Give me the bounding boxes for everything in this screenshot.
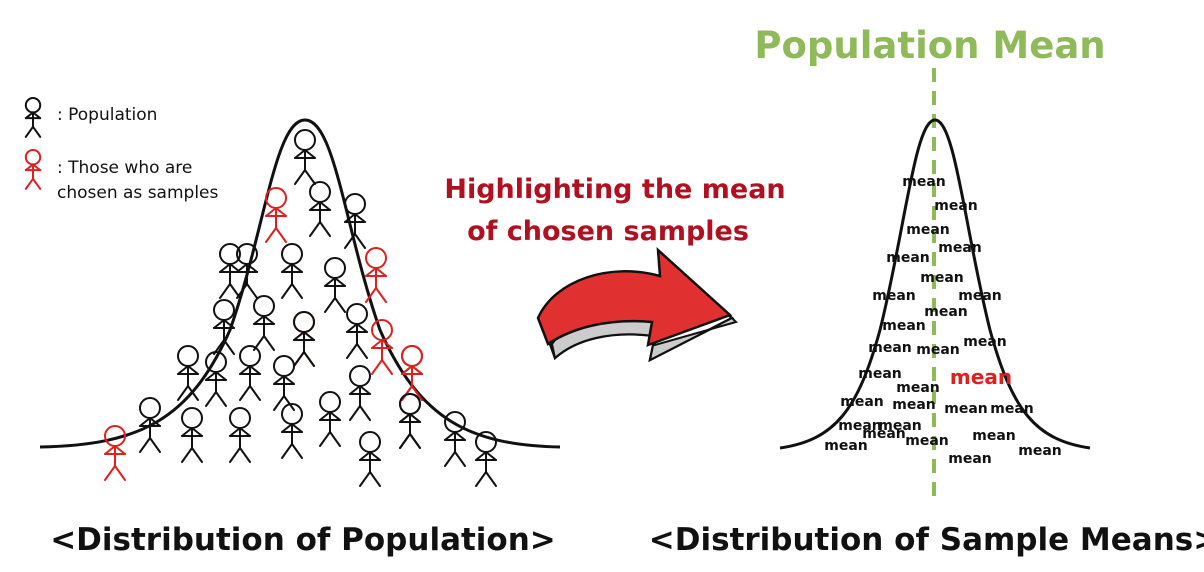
mean-label: mean <box>878 418 922 434</box>
legend-samples-label: chosen as samples <box>57 183 219 203</box>
population-mean-label: Population Mean <box>754 24 1105 67</box>
sample-means-distribution-curve <box>779 118 1091 450</box>
mean-label: mean <box>838 418 882 434</box>
mean-label: mean <box>924 304 968 320</box>
mean-label: mean <box>944 401 988 417</box>
population-person-icon <box>253 295 275 351</box>
population-person-icon <box>177 345 199 401</box>
population-person-icon <box>205 351 227 407</box>
population-person-icon <box>239 345 261 401</box>
mean-label: mean <box>882 318 926 334</box>
sample-person-icon <box>401 345 423 401</box>
population-person-icon <box>399 393 421 449</box>
mean-label: mean <box>905 433 949 449</box>
mean-label: mean <box>862 426 906 442</box>
mean-label: mean <box>858 366 902 382</box>
mean-label: mean <box>840 394 884 410</box>
population-person-icon <box>273 355 295 411</box>
left-caption: <Distribution of Population> <box>50 522 556 558</box>
population-person-icon <box>309 181 331 237</box>
population-person-icon <box>359 431 381 487</box>
population-person-icon <box>319 391 341 447</box>
sample-person-icon <box>265 187 287 243</box>
population-person-icon <box>475 431 497 487</box>
mean-label: mean <box>886 250 930 266</box>
curved-arrow-icon <box>536 246 738 363</box>
highlighted-mean-label: mean <box>950 365 1012 389</box>
population-person-icon <box>324 257 346 313</box>
sample-person-icon <box>365 247 387 303</box>
population-person-icon <box>346 303 368 359</box>
mean-label: mean <box>868 340 912 356</box>
population-person-icon <box>293 311 315 367</box>
right-caption: <Distribution of Sample Means> <box>649 522 1204 558</box>
population-person-icon <box>219 243 241 299</box>
population-person-icon <box>281 243 303 299</box>
mean-label: mean <box>902 174 946 190</box>
arrow-caption: of chosen samples <box>467 216 749 247</box>
mean-label: mean <box>872 288 916 304</box>
population-person-icon <box>181 407 203 463</box>
sample-person-icon <box>371 319 393 375</box>
population-person-icon <box>294 129 316 185</box>
mean-label: mean <box>972 428 1016 444</box>
population-distribution-curve <box>39 118 561 449</box>
population-person-icon <box>281 403 303 459</box>
mean-label: mean <box>963 334 1007 350</box>
mean-label: mean <box>916 342 960 358</box>
population-people <box>104 129 497 487</box>
population-person-icon <box>349 365 371 421</box>
mean-label: mean <box>896 380 940 396</box>
legend-samples-label: : Those who are <box>57 158 192 178</box>
mean-label: mean <box>920 270 964 286</box>
population-person-icon <box>344 193 366 249</box>
population-person-icon <box>24 97 42 138</box>
mean-label: mean <box>948 451 992 467</box>
mean-label: mean <box>934 198 978 214</box>
population-person-icon <box>444 411 466 467</box>
population-person-icon <box>229 407 251 463</box>
mean-label: mean <box>1018 443 1062 459</box>
sample-person-icon <box>24 149 42 190</box>
mean-label: mean <box>990 401 1034 417</box>
mean-label: mean <box>958 288 1002 304</box>
arrow-caption: Highlighting the mean <box>444 174 785 205</box>
mean-label: mean <box>892 397 936 413</box>
mean-label: mean <box>938 240 982 256</box>
mean-label: mean <box>824 438 868 454</box>
population-person-icon <box>139 397 161 453</box>
mean-label: mean <box>906 222 950 238</box>
legend: : Population : Those who are chosen as s… <box>24 97 219 203</box>
legend-population-label: : Population <box>57 105 157 125</box>
sample-person-icon <box>104 425 126 481</box>
